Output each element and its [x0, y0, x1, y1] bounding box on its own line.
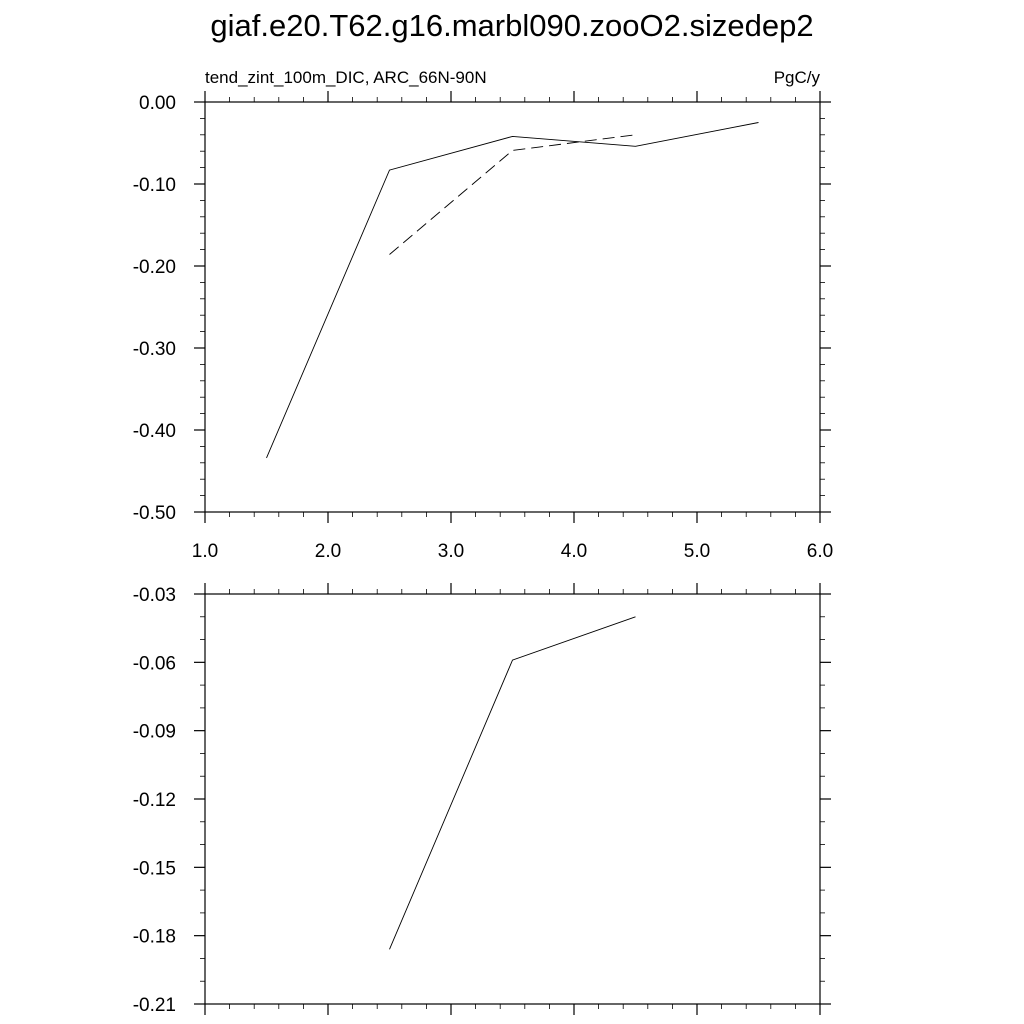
y-tick-label: -0.50	[133, 503, 176, 524]
x-tick-label: 2.0	[315, 541, 341, 562]
x-tick-label: 5.0	[684, 541, 710, 562]
y-tick-label: 0.00	[139, 93, 176, 114]
panel-right-label: PgC/y	[774, 68, 821, 87]
y-tick-label: -0.20	[133, 257, 176, 278]
y-tick-label: -0.03	[133, 585, 176, 606]
x-tick-label: 6.0	[807, 541, 833, 562]
bottom-panel: -0.03 -0.06 -0.09 -0.12 -0.15 -0.18 -0.21	[133, 583, 831, 1016]
plot-frame	[204, 101, 821, 513]
panel-left-label: tend_zint_100m_DIC, ARC_66N-90N	[205, 68, 487, 87]
y-tick-label: -0.10	[133, 175, 176, 196]
x-tick-label: 1.0	[192, 541, 218, 562]
plot-frame	[204, 593, 821, 1005]
top-panel: 1.0 2.0 3.0 4.0 5.0 6.0 0.00 -0.10 -0.20 -0.30 -0.…	[133, 68, 834, 562]
y-tick-label: -0.09	[133, 722, 176, 743]
y-tick-label: -0.12	[133, 790, 176, 811]
y-tick-label: -0.15	[133, 858, 176, 879]
y-tick-label: -0.40	[133, 421, 176, 442]
figure-title: giaf.e20.T62.g16.marbl090.zooO2.sizedep2	[210, 8, 814, 43]
x-tick-label: 3.0	[438, 541, 464, 562]
x-tick-label: 4.0	[561, 541, 587, 562]
series-line-1	[389, 616, 636, 950]
series-line-1	[266, 122, 759, 459]
y-tick-label: -0.21	[133, 995, 176, 1016]
series-line-2	[389, 134, 636, 255]
y-tick-label: -0.06	[133, 653, 176, 674]
y-tick-label: -0.30	[133, 339, 176, 360]
y-tick-label: -0.18	[133, 927, 176, 948]
